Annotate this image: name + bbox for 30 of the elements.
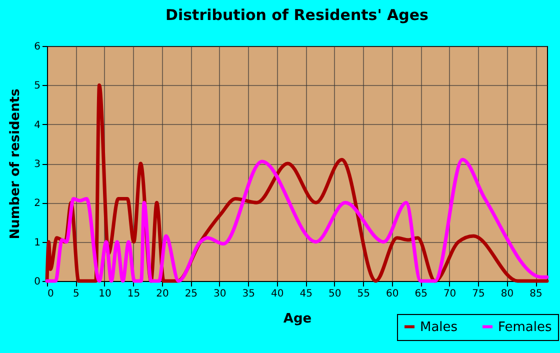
y-tick-label: 0 — [34, 276, 40, 288]
x-tick-label: 35 — [242, 288, 256, 300]
x-tick-label: 80 — [500, 288, 514, 300]
x-tick-label: 20 — [156, 288, 169, 300]
x-tick-label: 55 — [357, 288, 370, 300]
y-tick-label: 1 — [34, 237, 40, 248]
x-tick-label: 25 — [184, 288, 198, 300]
x-tick-label: 75 — [472, 288, 485, 300]
y-tick-label: 3 — [34, 159, 40, 170]
x-tick-label: 15 — [127, 288, 140, 300]
x-tick-label: 10 — [98, 288, 112, 300]
x-tick-label: 40 — [271, 288, 284, 300]
x-tick-label: 85 — [530, 288, 542, 300]
x-axis-title: Age — [283, 312, 312, 326]
x-tick-label: 50 — [328, 288, 342, 300]
y-axis-title: Number of residents — [8, 88, 24, 240]
x-tick-label: 70 — [443, 288, 456, 300]
chart-title: Distribution of Residents' Ages — [166, 6, 429, 24]
x-tick-label: 30 — [214, 288, 226, 300]
x-tick-label: 5 — [73, 288, 80, 300]
y-tick-label: 2 — [34, 198, 40, 210]
y-tick-label: 5 — [34, 80, 40, 92]
legend-label: Males — [420, 320, 458, 335]
x-tick-label: 0 — [48, 288, 54, 300]
y-tick-label: 6 — [34, 42, 40, 52]
y-tick-label: 4 — [34, 120, 40, 131]
legend-label: Females — [498, 320, 552, 335]
x-tick-label: 45 — [300, 288, 312, 300]
x-tick-label: 65 — [414, 288, 428, 300]
x-tick-label: 60 — [386, 288, 399, 300]
